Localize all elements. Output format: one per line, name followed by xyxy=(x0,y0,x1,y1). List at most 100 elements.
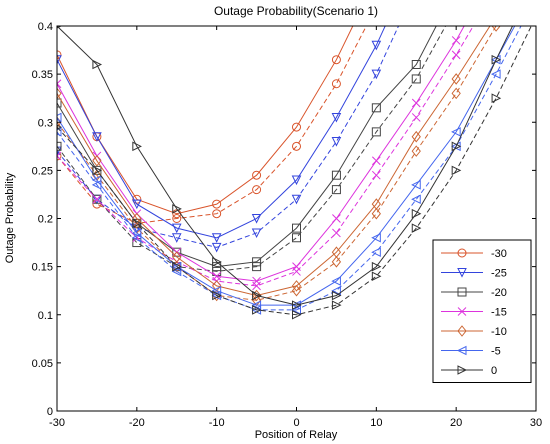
x-axis-ticks: -30 -20 -10 0 10 20 30 xyxy=(49,26,542,429)
series-6-solid-point xyxy=(252,290,262,301)
series-3-dashed-point xyxy=(252,281,261,291)
series-6-dashed-point xyxy=(292,309,302,320)
series-6-solid-point xyxy=(212,257,222,267)
series-3-solid-point xyxy=(332,214,341,223)
series-1-dashed-point xyxy=(371,69,382,80)
legend-marker xyxy=(457,365,468,375)
series-6-dashed-point xyxy=(92,165,103,176)
series-6-dashed-point xyxy=(451,165,462,176)
series-0-solid-line xyxy=(57,26,354,215)
series-3-dashed-point xyxy=(371,170,381,180)
x-tick-label: 10 xyxy=(370,417,382,429)
x-tick-label: 20 xyxy=(450,417,462,429)
series-0-solid-point xyxy=(292,122,301,132)
series-6-dashed-point xyxy=(331,300,342,310)
legend-marker xyxy=(457,268,467,278)
series-1-dashed-point xyxy=(211,242,222,253)
legend-marker xyxy=(457,287,467,297)
x-tick-label: -10 xyxy=(209,417,225,429)
series-1-solid-point xyxy=(92,132,102,142)
series-4-dashed-point xyxy=(411,145,421,157)
series-6-solid-point xyxy=(331,290,342,301)
series-6-solid-point xyxy=(451,141,462,152)
series-1-solid-point xyxy=(211,233,222,243)
series-6-solid-line xyxy=(57,26,514,306)
series-2-solid-point xyxy=(57,98,62,108)
series-layer xyxy=(57,0,540,320)
series-1-solid-line xyxy=(57,26,386,239)
series-5-dashed-point xyxy=(532,0,540,1)
series-0-dashed-point xyxy=(212,209,222,219)
y-axis-ticks: 0 0.05 0.1 0.15 0.2 0.25 0.3 0.35 0.4 xyxy=(32,21,536,418)
series-0-dashed-point xyxy=(252,185,262,195)
series-6-solid-point xyxy=(92,59,103,70)
series-5-dashed-point xyxy=(91,180,102,190)
series-2-dashed-point xyxy=(371,127,381,137)
y-tick-label: 0.4 xyxy=(38,21,53,33)
series-2-solid-point xyxy=(371,103,381,113)
series-4-dashed-line xyxy=(57,26,497,301)
series-6-dashed-point xyxy=(212,290,222,301)
legend-marker xyxy=(457,248,467,258)
series-3-dashed-point xyxy=(57,151,62,161)
series-6-dashed-point xyxy=(172,261,182,272)
series-6-dashed-point xyxy=(491,93,502,103)
series-4-solid-point xyxy=(411,130,421,143)
legend-marker xyxy=(456,345,467,356)
series-2-solid-point xyxy=(252,257,262,267)
series-4-dashed-point xyxy=(451,87,461,100)
legend-label: 0 xyxy=(491,365,497,377)
series-5-solid-point xyxy=(451,127,461,137)
series-0-dashed-point xyxy=(331,79,341,89)
x-tick-label: 0 xyxy=(293,417,299,429)
y-tick-label: 0.25 xyxy=(32,165,53,177)
x-tick-label: 30 xyxy=(530,417,542,429)
series-2-dashed-point xyxy=(452,3,460,11)
series-3-solid-point xyxy=(411,98,421,108)
series-2-dashed-point xyxy=(292,233,301,243)
series-2-dashed-point xyxy=(411,74,421,84)
series-6-dashed-line xyxy=(57,26,532,316)
series-6-solid-point xyxy=(491,54,502,65)
series-6-solid-point xyxy=(371,261,382,272)
series-3-dashed-point xyxy=(292,267,301,276)
series-1-solid-point xyxy=(171,223,182,234)
series-5-dashed-point xyxy=(171,266,182,277)
series-5-solid-point xyxy=(91,175,102,185)
series-1-solid-point xyxy=(57,55,62,65)
series-0-solid-point xyxy=(57,50,62,60)
chart-title: Outage Probability(Scenario 1) xyxy=(214,4,378,18)
series-6-solid-point xyxy=(292,300,302,310)
series-6-dashed-point xyxy=(371,271,382,282)
y-tick-label: 0.15 xyxy=(32,262,53,274)
series-5-solid-point xyxy=(371,232,381,243)
series-2-solid-point xyxy=(292,223,301,233)
series-2-dashed-point xyxy=(212,266,222,276)
series-5-dashed-point xyxy=(371,247,381,257)
series-1-solid-point xyxy=(291,175,302,186)
series-6-solid-point xyxy=(172,204,182,214)
legend-label: -5 xyxy=(491,346,501,358)
series-1-dashed-point xyxy=(171,233,182,243)
legend-label: -20 xyxy=(491,287,507,299)
x-tick-label: -30 xyxy=(49,417,65,429)
series-1-solid-point xyxy=(251,214,262,224)
series-1-solid-point xyxy=(132,199,142,210)
series-6-solid-point xyxy=(132,141,142,152)
series-5-dashed-point xyxy=(331,285,341,296)
series-2-dashed-point xyxy=(132,238,142,248)
series-4-dashed-point xyxy=(371,207,381,220)
legend-marker xyxy=(457,307,467,316)
series-5-solid-point xyxy=(331,276,341,286)
series-1-solid-point xyxy=(331,112,342,123)
series-5-solid-point xyxy=(251,300,262,310)
series-1-dashed-line xyxy=(57,26,400,248)
series-0-solid-point xyxy=(212,199,222,209)
series-4-solid-point xyxy=(57,87,62,100)
series-0-dashed-point xyxy=(292,141,301,151)
series-4-solid-point xyxy=(92,154,102,167)
series-3-solid-point xyxy=(371,156,381,166)
y-axis-label: Outage Probability xyxy=(4,172,16,263)
series-3-dashed-point xyxy=(451,50,461,60)
